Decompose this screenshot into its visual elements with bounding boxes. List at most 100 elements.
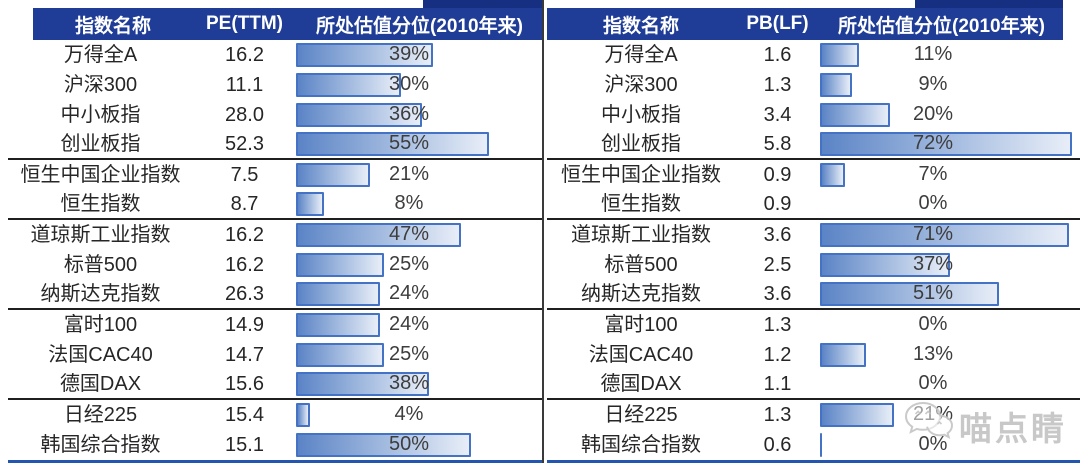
percentile-cell: 9%: [820, 70, 1080, 100]
percentile-cell: 25%: [296, 250, 543, 280]
percentile-label: 21%: [912, 403, 954, 425]
table-row: 道琼斯工业指数 16.2 47%: [8, 220, 543, 250]
percentile-cell: 7%: [820, 160, 1080, 190]
table-row: 恒生中国企业指数 7.5 21%: [8, 160, 543, 190]
percentile-label: 20%: [912, 103, 954, 125]
metric-value: 0.9: [763, 164, 792, 186]
index-name: 道琼斯工业指数: [571, 224, 711, 246]
table-row: 中小板指 3.4 20%: [547, 100, 1080, 130]
table-row: 日经225 15.4 4%: [8, 400, 543, 430]
index-name: 道琼斯工业指数: [30, 224, 171, 246]
metric-value: 3.6: [763, 283, 792, 305]
percentile-cell: 0%: [820, 430, 1080, 460]
index-name: 沪深300: [604, 74, 678, 96]
index-name: 纳斯达克指数: [581, 283, 701, 305]
table-row: 韩国综合指数 15.1 50%: [8, 430, 543, 460]
percentile-bar: [296, 192, 324, 216]
table-row: 沪深300 1.3 9%: [547, 70, 1080, 100]
percentile-cell: 55%: [296, 129, 543, 159]
column-header-pb-lf: PB(LF): [746, 13, 809, 34]
table-row: 创业板指 52.3 55%: [8, 130, 543, 160]
table-row: 法国CAC40 14.7 25%: [8, 340, 543, 370]
percentile-bar: [820, 433, 822, 457]
metric-value: 26.3: [225, 283, 264, 305]
percentile-bar: [296, 253, 384, 277]
percentile-label: 13%: [912, 343, 954, 365]
column-header-percentile: 所处估值分位(2010年来): [838, 15, 1045, 37]
index-name: 富时100: [604, 314, 678, 336]
index-name: 法国CAC40: [588, 344, 694, 366]
percentile-bar: [296, 223, 461, 247]
percentile-bar: [296, 282, 380, 306]
metric-value: 1.2: [763, 344, 792, 366]
percentile-bar: [820, 343, 866, 367]
tables-separator-line: [542, 0, 544, 463]
index-name: 标普500: [604, 254, 678, 276]
percentile-cell: 0%: [820, 369, 1080, 399]
percentile-cell: 8%: [296, 189, 543, 219]
metric-value: 16.2: [225, 254, 264, 276]
percentile-label: 0%: [918, 433, 948, 455]
percentile-cell: 21%: [296, 160, 543, 190]
metric-value: 2.5: [763, 254, 792, 276]
metric-value: 16.2: [225, 44, 264, 66]
table-row: 纳斯达克指数 3.6 51%: [547, 280, 1080, 310]
table-row: 标普500 2.5 37%: [547, 250, 1080, 280]
percentile-label: 72%: [912, 132, 954, 154]
percentile-bar: [296, 43, 433, 67]
percentile-cell: 38%: [296, 369, 543, 399]
metric-value: 11.1: [225, 74, 264, 96]
index-name: 恒生指数: [60, 193, 141, 215]
table-header: 指数名称 PB(LF) 所处估值分位(2010年来): [547, 8, 1063, 40]
index-name: 日经225: [63, 404, 138, 426]
table-row: 万得全A 16.2 39%: [8, 40, 543, 70]
index-name: 韩国综合指数: [581, 434, 701, 456]
percentile-label: 8%: [394, 192, 424, 214]
percentile-bar: [296, 433, 471, 457]
index-name: 恒生指数: [601, 193, 681, 215]
table-row: 沪深300 11.1 30%: [8, 70, 543, 100]
table-row: 富时100 1.3 0%: [547, 310, 1080, 340]
percentile-label: 55%: [388, 132, 430, 154]
percentile-cell: 0%: [820, 189, 1080, 219]
percentile-label: 0%: [918, 192, 948, 214]
metric-value: 1.3: [763, 404, 792, 426]
percentile-label: 50%: [388, 433, 430, 455]
metric-value: 15.1: [225, 434, 264, 456]
table-header: 指数名称 PE(TTM) 所处估值分位(2010年来): [33, 8, 543, 40]
header-top-strip: [423, 0, 543, 9]
percentile-label: 25%: [388, 343, 430, 365]
percentile-bar: [820, 43, 859, 67]
table-row: 恒生中国企业指数 0.9 7%: [547, 160, 1080, 190]
table-rows: 万得全A 16.2 39% 沪深300 11.1 30% 中小板指 28.0 36% 创业板指 52…: [8, 40, 543, 460]
percentile-bar: [296, 103, 422, 127]
index-name: 纳斯达克指数: [40, 283, 161, 305]
table-row: 道琼斯工业指数 3.6 71%: [547, 220, 1080, 250]
metric-value: 14.7: [225, 344, 264, 366]
percentile-label: 11%: [913, 43, 953, 65]
percentile-bar: [296, 372, 429, 396]
table-row: 日经225 1.3 21%: [547, 400, 1080, 430]
percentile-cell: 30%: [296, 70, 543, 100]
percentile-label: 0%: [918, 372, 948, 394]
metric-value: 28.0: [225, 104, 264, 126]
percentile-cell: 50%: [296, 430, 543, 460]
valuation-table-pe: 指数名称 PE(TTM) 所处估值分位(2010年来) 万得全A 16.2 39% 沪…: [8, 0, 543, 474]
percentile-label: 24%: [388, 282, 430, 304]
table-row: 恒生指数 8.7 8%: [8, 190, 543, 220]
index-name: 中小板指: [601, 104, 681, 126]
percentile-label: 51%: [912, 282, 954, 304]
percentile-cell: 72%: [820, 129, 1080, 159]
index-name: 万得全A: [604, 44, 678, 66]
percentile-label: 36%: [388, 103, 430, 125]
metric-value: 15.6: [225, 373, 264, 395]
percentile-bar: [820, 73, 852, 97]
index-name: 恒生中国企业指数: [561, 164, 721, 186]
percentile-label: 38%: [388, 372, 430, 394]
metric-value: 52.3: [225, 133, 264, 155]
column-header-index-name: 指数名称: [602, 15, 679, 37]
percentile-cell: 21%: [820, 400, 1080, 430]
percentile-label: 47%: [388, 223, 430, 245]
percentile-label: 37%: [912, 253, 954, 275]
table-row: 韩国综合指数 0.6 0%: [547, 430, 1080, 460]
